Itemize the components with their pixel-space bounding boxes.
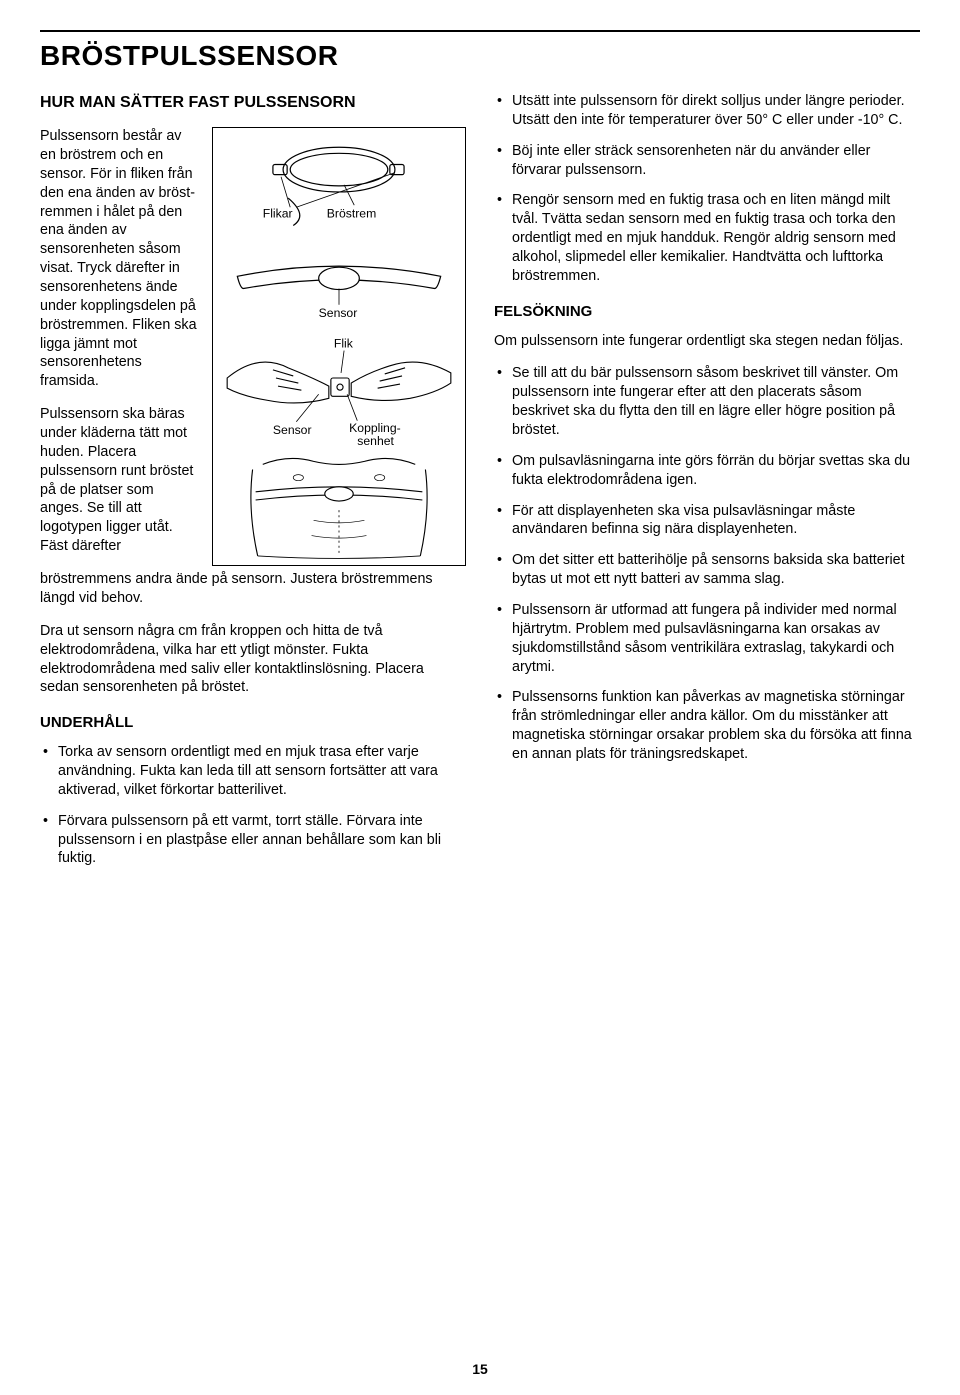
label-koppling: Koppling- [349, 421, 400, 435]
list-item: Se till att du bär pulssensorn såsom bes… [494, 364, 920, 439]
label-sensor2: Sensor [273, 423, 312, 437]
page-number: 15 [0, 1361, 960, 1377]
label-koppling-2: senhet [357, 434, 394, 448]
left-column: HUR MAN SÄTTER FAST PULSSENSORN Pulssens… [40, 92, 466, 882]
two-column-layout: HUR MAN SÄTTER FAST PULSSENSORN Pulssens… [40, 92, 920, 882]
list-item: Om pulsavläsningarna inte görs förrän du… [494, 452, 920, 490]
list-item: Pulssensorn är utformad att fungera på i… [494, 601, 920, 676]
label-flik: Flik [334, 337, 354, 351]
intro-para-2-rest: bröstremmens andra ände på sensorn. Just… [40, 570, 466, 608]
list-item: Om det sitter ett batterihölje på sensor… [494, 551, 920, 589]
intro-text-block: Pulssensorn består av en bröstrem och en… [40, 127, 200, 556]
maintenance-heading: UNDERHÅLL [40, 713, 466, 733]
maintenance-list-continued: Utsätt inte pulssensorn för direkt sollj… [494, 92, 920, 286]
page-title: BRÖSTPULSSENSOR [40, 40, 920, 72]
maintenance-list: Torka av sensorn ordentligt med en mjuk … [40, 743, 466, 868]
diagram-container: Flikar Bröstrem Sensor Flik [212, 127, 466, 566]
maintenance-item: Förvara pulssensorn på ett varmt, torrt … [40, 812, 466, 869]
intro-with-diagram: Pulssensorn består av en bröstrem och en… [40, 127, 466, 566]
list-item: Utsätt inte pulssensorn för direkt sollj… [494, 92, 920, 130]
troubleshoot-intro: Om pulssensorn inte fungerar ordentligt … [494, 332, 920, 351]
list-item: Böj inte eller sträck sensorenheten när … [494, 142, 920, 180]
label-sensor: Sensor [319, 306, 358, 320]
troubleshoot-list: Se till att du bär pulssensorn såsom bes… [494, 364, 920, 763]
list-item: För att displayenheten ska visa pulsavlä… [494, 502, 920, 540]
list-item: Rengör sensorn med en fuktig trasa och e… [494, 191, 920, 285]
right-column: Utsätt inte pulssensorn för direkt sollj… [494, 92, 920, 882]
top-rule [40, 30, 920, 32]
label-brostrem: Bröstrem [327, 206, 376, 220]
troubleshoot-heading: FELSÖKNING [494, 302, 920, 322]
label-flikar: Flikar [263, 206, 293, 220]
section-heading-how-to: HUR MAN SÄTTER FAST PULSSENSORN [40, 92, 466, 113]
list-item: Pulssensorns funktion kan påverkas av ma… [494, 688, 920, 763]
maintenance-item: Torka av sensorn ordentligt med en mjuk … [40, 743, 466, 800]
intro-para-2-partial: Pulssensorn ska bäras under kläderna tät… [40, 405, 200, 556]
para-electrodes: Dra ut sensorn några cm från kroppen och… [40, 622, 466, 697]
intro-para-1: Pulssensorn består av en bröstrem och en… [40, 127, 200, 391]
sensor-diagram: Flikar Bröstrem Sensor Flik [217, 134, 461, 561]
